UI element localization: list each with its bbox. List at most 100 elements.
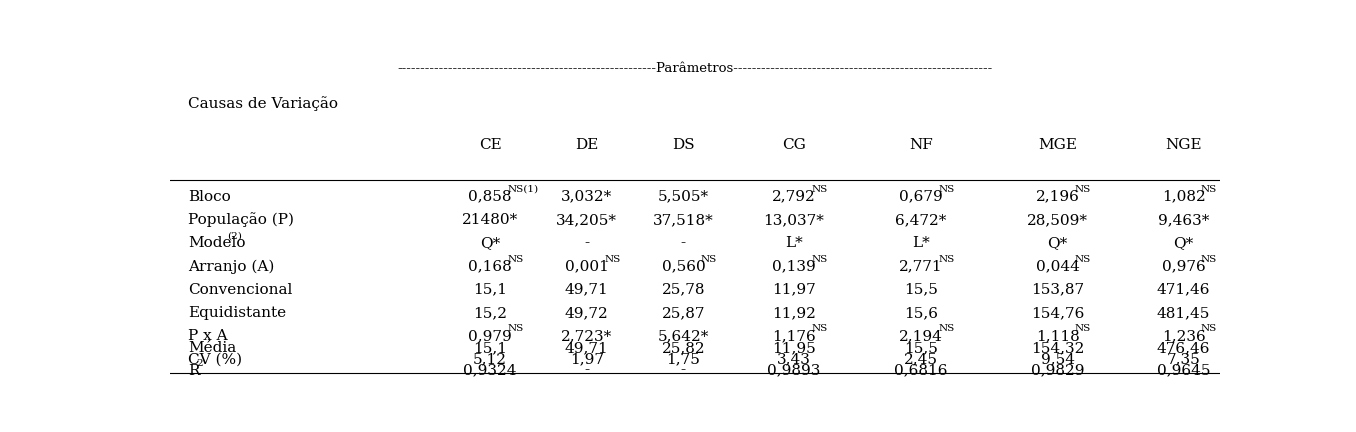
Text: R: R [188, 363, 199, 378]
Text: 37,518*: 37,518* [654, 213, 713, 227]
Text: 25,87: 25,87 [662, 306, 705, 320]
Text: Arranjo (A): Arranjo (A) [188, 259, 275, 273]
Text: NS: NS [1201, 254, 1218, 264]
Text: 0,560: 0,560 [662, 259, 705, 273]
Text: População (P): População (P) [188, 213, 294, 227]
Text: 153,87: 153,87 [1031, 283, 1083, 297]
Text: 49,72: 49,72 [565, 306, 609, 320]
Text: NS: NS [811, 185, 827, 194]
Text: 49,71: 49,71 [565, 283, 609, 297]
Text: 0,9324: 0,9324 [464, 363, 517, 378]
Text: 0,001: 0,001 [564, 259, 609, 273]
Text: 476,46: 476,46 [1157, 341, 1211, 355]
Text: 15,5: 15,5 [904, 283, 938, 297]
Text: 25,82: 25,82 [662, 341, 705, 355]
Text: Bloco: Bloco [188, 190, 231, 203]
Text: 9,54: 9,54 [1040, 353, 1074, 366]
Text: Convencional: Convencional [188, 283, 293, 297]
Text: NS: NS [938, 185, 955, 194]
Text: 15,1: 15,1 [473, 283, 507, 297]
Text: -: - [584, 236, 590, 250]
Text: 15,6: 15,6 [904, 306, 938, 320]
Text: 0,9893: 0,9893 [767, 363, 820, 378]
Text: NS: NS [811, 324, 827, 334]
Text: NF: NF [909, 138, 933, 152]
Text: 2,792: 2,792 [772, 190, 815, 203]
Text: 3,43: 3,43 [777, 353, 811, 366]
Text: NS: NS [701, 254, 717, 264]
Text: Causas de Variação: Causas de Variação [188, 96, 339, 111]
Text: Q*: Q* [1047, 236, 1067, 250]
Text: 3,032*: 3,032* [561, 190, 613, 203]
Text: NS: NS [938, 324, 955, 334]
Text: CG: CG [782, 138, 805, 152]
Text: 471,46: 471,46 [1157, 283, 1211, 297]
Text: 2,771: 2,771 [899, 259, 942, 273]
Text: DE: DE [575, 138, 598, 152]
Text: 0,168: 0,168 [468, 259, 513, 273]
Text: 2,196: 2,196 [1036, 190, 1079, 203]
Text: NGE: NGE [1165, 138, 1201, 152]
Text: -: - [681, 236, 686, 250]
Text: L*: L* [785, 236, 803, 250]
Text: 5,505*: 5,505* [658, 190, 709, 203]
Text: NS: NS [507, 324, 523, 334]
Text: 154,76: 154,76 [1031, 306, 1085, 320]
Text: 5,12: 5,12 [473, 353, 507, 366]
Text: 0,976: 0,976 [1162, 259, 1205, 273]
Text: 2,194: 2,194 [899, 329, 942, 343]
Text: Modelo: Modelo [188, 236, 245, 250]
Text: -: - [584, 363, 590, 378]
Text: 1,118: 1,118 [1036, 329, 1079, 343]
Text: 49,71: 49,71 [565, 341, 609, 355]
Text: Média: Média [188, 341, 237, 355]
Text: 11,95: 11,95 [772, 341, 815, 355]
Text: 0,979: 0,979 [468, 329, 513, 343]
Text: 0,858: 0,858 [468, 190, 511, 203]
Text: 21480*: 21480* [462, 213, 518, 227]
Text: 0,679: 0,679 [899, 190, 942, 203]
Text: 25,78: 25,78 [662, 283, 705, 297]
Text: NS: NS [1201, 185, 1218, 194]
Text: 2: 2 [197, 359, 203, 368]
Text: 481,45: 481,45 [1157, 306, 1211, 320]
Text: 34,205*: 34,205* [556, 213, 617, 227]
Text: Q*: Q* [480, 236, 500, 250]
Text: NS: NS [811, 254, 827, 264]
Text: 9,463*: 9,463* [1158, 213, 1210, 227]
Text: 1,236: 1,236 [1162, 329, 1205, 343]
Text: 1,75: 1,75 [666, 353, 700, 366]
Text: (2): (2) [226, 231, 241, 240]
Text: 2,723*: 2,723* [561, 329, 613, 343]
Text: 11,92: 11,92 [772, 306, 816, 320]
Text: 0,044: 0,044 [1036, 259, 1079, 273]
Text: P x A: P x A [188, 329, 228, 343]
Text: Q*: Q* [1173, 236, 1193, 250]
Text: 2,45: 2,45 [904, 353, 938, 366]
Text: NS: NS [1075, 254, 1092, 264]
Text: --------------------------------------------------------Parâmetros--------------: ----------------------------------------… [397, 62, 993, 75]
Text: DS: DS [673, 138, 694, 152]
Text: NS: NS [1201, 324, 1218, 334]
Text: 154,32: 154,32 [1031, 341, 1085, 355]
Text: CE: CE [479, 138, 502, 152]
Text: 15,5: 15,5 [904, 341, 938, 355]
Text: 15,1: 15,1 [473, 341, 507, 355]
Text: 0,6816: 0,6816 [894, 363, 948, 378]
Text: 11,97: 11,97 [772, 283, 815, 297]
Text: NS: NS [938, 254, 955, 264]
Text: 15,2: 15,2 [473, 306, 507, 320]
Text: 0,139: 0,139 [772, 259, 815, 273]
Text: NS(1): NS(1) [507, 185, 538, 194]
Text: NS: NS [507, 254, 523, 264]
Text: NS: NS [603, 254, 620, 264]
Text: 1,082: 1,082 [1162, 190, 1205, 203]
Text: L*: L* [913, 236, 930, 250]
Text: 28,509*: 28,509* [1026, 213, 1088, 227]
Text: 6,472*: 6,472* [895, 213, 946, 227]
Text: Equidistante: Equidistante [188, 306, 286, 320]
Text: NS: NS [1075, 324, 1092, 334]
Text: 7,35: 7,35 [1166, 353, 1200, 366]
Text: CV (%): CV (%) [188, 353, 243, 366]
Text: 1,97: 1,97 [570, 353, 603, 366]
